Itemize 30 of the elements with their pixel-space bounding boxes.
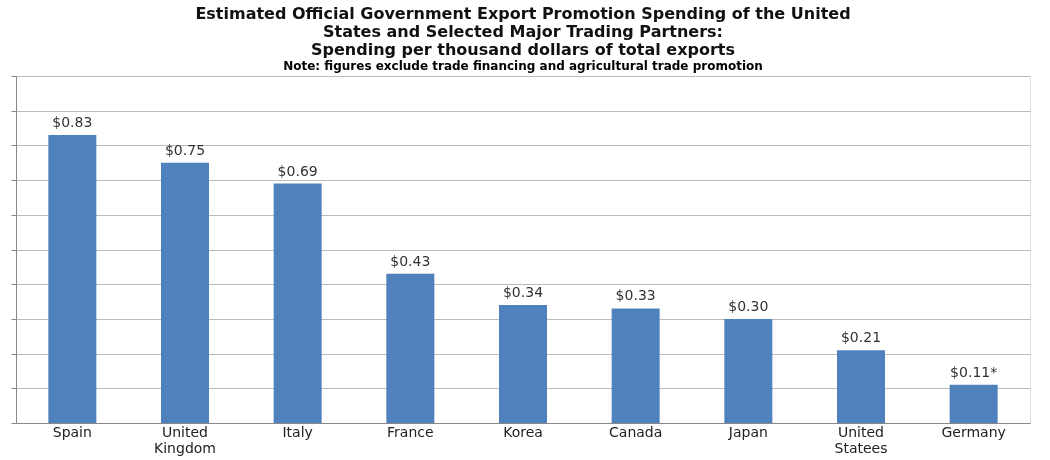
bar — [161, 162, 209, 423]
x-tick-label: France — [387, 423, 434, 440]
bar — [611, 308, 660, 423]
bar — [273, 183, 322, 423]
data-label: $0.33 — [615, 287, 656, 304]
data-label: $0.43 — [390, 252, 431, 269]
x-tick-label: United Kingdom — [154, 423, 216, 456]
bar — [724, 318, 773, 423]
chart-title: Estimated Official Government Export Promotion Spending of the United States and Selected Major Trading Partners: — [195, 3, 851, 41]
bar — [837, 350, 885, 423]
data-label: $0.34 — [502, 284, 544, 301]
bar — [48, 134, 97, 423]
bar — [949, 384, 998, 423]
chart-subtitle: Spending per thousand dollars of total exports — [310, 39, 736, 59]
data-label: $0.11* — [950, 363, 998, 380]
x-tick-label: Germany — [941, 423, 1006, 440]
x-tick-label: United Statees — [834, 423, 888, 456]
data-label: $0.83 — [52, 113, 93, 130]
x-tick-label: Japan — [727, 423, 768, 440]
data-label: $0.21 — [840, 329, 882, 346]
data-label: $0.75 — [164, 141, 206, 158]
bar — [499, 305, 547, 423]
text: Note: figures exclude trade financing and agricultural trade promotion — [283, 58, 763, 73]
x-tick-label: Spain — [52, 423, 92, 440]
x-tick-label: Canada — [609, 423, 663, 440]
data-label: $0.30 — [728, 297, 769, 314]
x-tick-label: Italy — [282, 423, 313, 440]
data-label: $0.69 — [277, 162, 318, 179]
bar — [386, 273, 435, 423]
x-tick-label: Korea — [503, 423, 543, 440]
